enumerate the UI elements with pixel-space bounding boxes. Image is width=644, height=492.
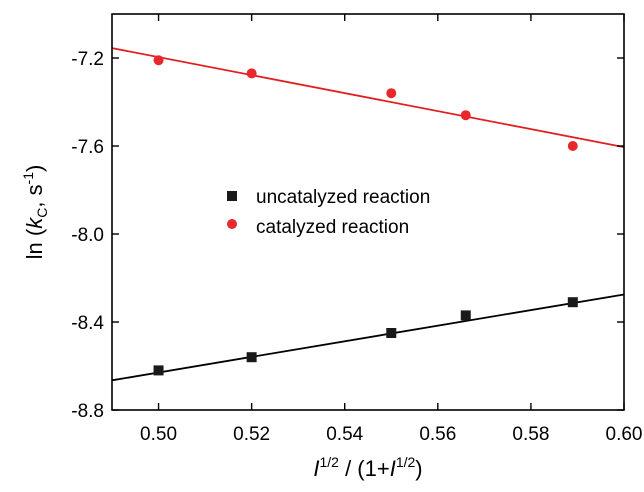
y-tick-label: -8.4 — [71, 313, 104, 334]
x-tick-label: 0.52 — [233, 424, 270, 445]
y-label-k: k — [22, 217, 47, 229]
data-point-catalyzed — [386, 88, 397, 99]
y-tick-label: -8.8 — [71, 401, 104, 422]
y-tick-label: -7.6 — [71, 137, 104, 158]
y-label-subscript: C — [34, 208, 50, 218]
legend-label-uncatalyzed: uncatalyzed reaction — [256, 187, 430, 208]
x-tick-label: 0.60 — [606, 424, 643, 445]
data-point-uncatalyzed — [153, 365, 164, 376]
legend: uncatalyzed reaction catalyzed reaction — [227, 187, 430, 238]
y-label-middle: , s — [22, 184, 47, 207]
x-label-superscript-1: 1/2 — [319, 454, 339, 470]
fit-line-uncatalyzed — [111, 293, 625, 382]
y-axis-label: ln (kC, s-1) — [20, 165, 50, 260]
data-point-uncatalyzed — [386, 328, 397, 338]
y-label-prefix: ln ( — [22, 228, 47, 259]
data-point-catalyzed — [567, 141, 578, 151]
legend-label-catalyzed: catalyzed reaction — [256, 217, 409, 238]
fit-lines — [111, 47, 625, 382]
legend-marker-catalyzed — [227, 219, 237, 229]
data-point-catalyzed — [153, 55, 164, 66]
data-points — [153, 55, 578, 376]
y-tick-label: -8.0 — [71, 225, 104, 246]
data-point-uncatalyzed — [567, 297, 578, 308]
fit-line-catalyzed — [111, 47, 625, 148]
data-point-catalyzed — [460, 110, 471, 121]
x-tick-label: 0.54 — [326, 424, 363, 445]
y-label-superscript: -1 — [20, 172, 36, 185]
x-label-I-2: I — [390, 456, 396, 481]
x-tick-label: 0.56 — [419, 424, 456, 445]
x-label-I: I — [313, 456, 319, 481]
legend-marker-uncatalyzed — [227, 191, 237, 201]
data-point-uncatalyzed — [460, 310, 471, 321]
plot-frame — [111, 13, 625, 411]
x-label-superscript-2: 1/2 — [396, 454, 416, 470]
y-label-end: ) — [22, 165, 47, 172]
x-tick-label: 0.58 — [512, 424, 549, 445]
x-tick-label: 0.50 — [140, 424, 177, 445]
y-tick-label: -7.2 — [71, 49, 104, 70]
x-label-end: ) — [415, 456, 422, 481]
axis-ticks: 0.50 0.52 0.54 0.56 0.58 0.60 -7.2 -7.6 -8.0 -8.4… — [71, 14, 642, 445]
data-point-catalyzed — [246, 68, 257, 79]
x-label-middle: / (1+ — [339, 456, 390, 481]
data-point-uncatalyzed — [246, 352, 257, 363]
x-axis-label: I1/2 / (1+I1/2) — [313, 454, 422, 481]
